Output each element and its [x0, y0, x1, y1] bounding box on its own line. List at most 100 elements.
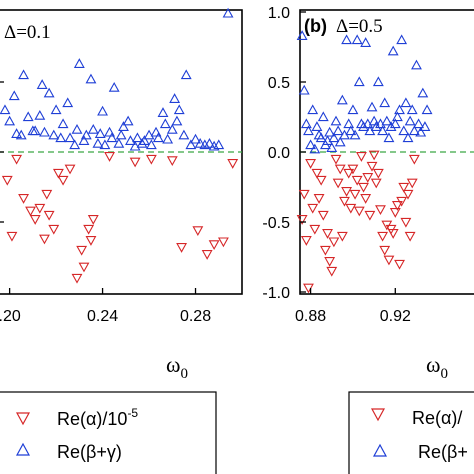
panel-a-series-0-point	[83, 224, 95, 235]
panel-a-x-tick-label: 0.28	[180, 308, 211, 325]
panel-a-series-0-point	[64, 164, 76, 175]
panel-a-series-0-point	[43, 210, 55, 221]
panel-b-series-0-point	[347, 164, 359, 175]
panel-a-series-1-point	[169, 93, 181, 103]
panel-a-series-1-point	[92, 137, 104, 148]
panel-a-series-0-point	[52, 168, 64, 179]
legend-right-label-beta-gamma: Re(β+	[418, 442, 468, 462]
panel-b-series-1-point	[372, 76, 384, 87]
panel-b-series-0-point	[353, 206, 365, 217]
panel-a-series-1-point	[4, 115, 16, 126]
panel-a-series-0-point	[25, 206, 36, 217]
panel-a-series-1-point	[29, 125, 41, 136]
panel-b-series-0-point	[341, 187, 353, 197]
panel-b-series-0-point	[368, 150, 380, 161]
panel-a-x-tick-label: .20	[0, 308, 21, 325]
panel-b-series-1-point	[368, 115, 380, 126]
panel-b-series-1-point	[358, 121, 369, 131]
panel-a-series-0-point	[87, 215, 99, 225]
panel-a-series-1-point	[80, 129, 92, 140]
legend-left-marker-beta-gamma	[15, 442, 31, 456]
panel-b-series-0-point	[311, 168, 323, 179]
panel-a-series-1-point	[48, 129, 60, 140]
panel-b-series-1-point	[300, 118, 312, 129]
panel-a-series-1-point	[129, 140, 141, 151]
panel-a-series-1-point	[64, 132, 76, 143]
panel-a-series-1-point	[69, 139, 81, 150]
panel-b-series-1-point	[408, 125, 420, 136]
legend-right-marker-alpha	[370, 408, 386, 422]
panel-b-series-0-point	[400, 217, 412, 228]
panel-a-series-1-point	[199, 139, 211, 150]
panel-a-series-1-point	[185, 139, 197, 150]
panel-b-series-1-point	[400, 97, 412, 108]
panel-b-series-1-point	[326, 142, 338, 152]
panel-b-series-1-point	[347, 104, 359, 115]
panel-a-series-1-point	[115, 129, 127, 140]
panel-a-series-1-point	[57, 118, 69, 129]
panel-b-y-tick-label: -1.0	[262, 285, 290, 302]
panel-b-series-1-point	[324, 126, 336, 137]
panel-b-series-1-point	[411, 59, 422, 70]
panel-b-series-1-point	[391, 111, 403, 122]
panel-b-series-0-point	[372, 168, 384, 179]
panel-b-series-0-point	[360, 194, 372, 204]
panel-b-series-0-point	[406, 178, 418, 189]
panel-a-marks	[0, 7, 239, 284]
panel-b-series-1-point	[406, 104, 418, 115]
panel-b-series-0-point	[345, 203, 357, 214]
panel-b-series-0-point	[309, 224, 321, 235]
panel-a-series-1-point	[43, 87, 55, 98]
panel-a-series-1-point	[190, 133, 201, 144]
panel-b-series-1-point	[360, 37, 372, 47]
panel-b-series-0-point	[307, 203, 319, 214]
panel-b-y-tick-label: 0.5	[268, 75, 290, 92]
panel-b-series-0-point	[362, 173, 374, 183]
legend-right: Re(α)/ Re(β+	[348, 391, 474, 474]
legend-left-label-alpha: Re(α)/10-5	[57, 406, 138, 429]
panel-b-series-1-point	[307, 104, 319, 115]
panel-b-series-0-point	[349, 189, 361, 200]
panel-a-series-1-point	[150, 126, 162, 137]
panel-b-series-0-point	[343, 168, 355, 179]
panel-b-series-1-point	[387, 45, 399, 56]
panel-b-series-0-point	[336, 231, 348, 242]
panel-b-series-1-point	[366, 101, 378, 112]
panel-a-series-1-point	[222, 7, 234, 18]
panel-b-marks	[296, 30, 433, 294]
panel-b-series-0-point	[404, 231, 416, 242]
panel-a-series-1-point	[73, 58, 85, 68]
panel-b-series-1-point	[353, 76, 365, 87]
panel-a-series-0-point	[201, 250, 213, 260]
panel-a-title: Δ=0.1	[4, 22, 51, 43]
panel-b-series-0-point	[398, 182, 410, 193]
panel-b-x-tick-label: 0.92	[380, 308, 411, 325]
panel-b-series-0-point	[364, 210, 376, 221]
panel-b-x-axis-label: ω0	[426, 352, 448, 382]
panel-a-series-1-point	[78, 135, 90, 145]
panel-a-series-1-point	[0, 104, 11, 115]
panel-a-series-0-point	[104, 152, 115, 162]
panel-b-label: (b)	[304, 16, 327, 36]
panel-a-series-1-point	[15, 129, 27, 140]
panel-a-series-1-point	[171, 115, 183, 126]
panel-a-series-0-point	[227, 159, 239, 169]
panel-a-series-1-point	[138, 135, 150, 145]
panel-a-series-0-point	[48, 224, 60, 235]
panel-b-series-1-point	[351, 34, 363, 45]
panel-a-series-1-point	[113, 137, 125, 148]
panel-a-series-1-point	[180, 69, 192, 80]
panel-b-series-0-point	[377, 231, 389, 242]
panel-a-series-1-point	[50, 104, 62, 115]
panel-a-series-1-point	[152, 132, 164, 143]
panel-b-series-1-point	[315, 132, 327, 143]
legend-left-label-beta-gamma: Re(β+γ)	[57, 442, 122, 462]
panel-b-series-1-point	[377, 125, 389, 136]
panel-b-series-0-point	[402, 189, 414, 200]
panel-b-series-1-point	[311, 121, 323, 131]
panel-a-series-0-point	[166, 156, 178, 167]
panel-b-series-1-point	[398, 125, 410, 136]
panel-a-series-1-point	[62, 97, 74, 108]
panel-a-series-1-point	[136, 137, 148, 148]
